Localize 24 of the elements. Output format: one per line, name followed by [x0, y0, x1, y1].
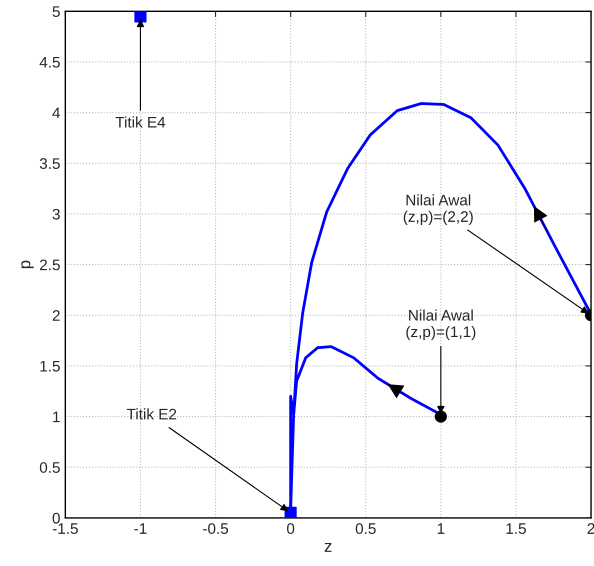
x-tick-label: 1.5: [506, 523, 526, 534]
y-tick-label: 3.5: [40, 158, 60, 169]
annotation: Nilai Awal (z,p)=(1,1): [406, 309, 476, 340]
x-tick-label: 0.5: [356, 523, 376, 534]
y-tick-label: 2.5: [40, 259, 60, 270]
x-tick-label: -0.5: [203, 523, 228, 534]
x-tick-label: 1: [438, 523, 444, 534]
annotation: Titik E4: [116, 116, 166, 128]
y-tick-label: 1.5: [40, 360, 60, 372]
y-tick-label: 4.5: [40, 57, 60, 68]
annotation: Titik E2: [126, 408, 176, 420]
y-tick-label: 0.5: [40, 462, 60, 473]
y-axis-title: p: [21, 260, 34, 268]
y-tick-label: 5: [52, 6, 60, 18]
annotation: Nilai Awal (z,p)=(2,2): [404, 194, 473, 225]
y-tick-label: 4: [52, 108, 60, 118]
x-tick-label: 0: [286, 523, 294, 534]
y-tick-label: 2: [52, 310, 60, 321]
y-tick-label: 0: [52, 512, 60, 524]
x-tick-label: -1: [134, 523, 146, 534]
y-tick-label: 3: [52, 208, 60, 220]
x-tick-label: -1.5: [52, 523, 78, 534]
x-axis-title: z: [324, 543, 332, 552]
y-tick-label: 1: [53, 412, 60, 422]
